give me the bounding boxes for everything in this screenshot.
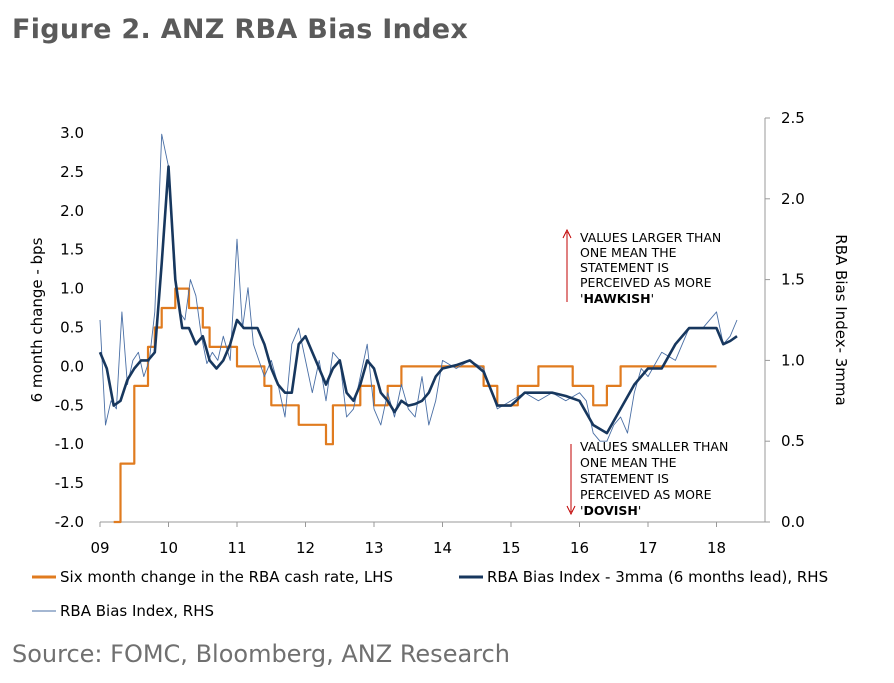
x-ticks: 09 10 11 12 13 14 15 16 17 18: [90, 522, 726, 557]
hawkish-line-2: ONE MEAN THE: [580, 245, 677, 260]
left-tick-label: 1.5: [60, 241, 84, 259]
left-tick-label: 0.0: [60, 357, 84, 375]
x-tick-label: 14: [433, 539, 452, 557]
hawkish-annotation: VALUES LARGER THAN ONE MEAN THE STATEMEN…: [562, 228, 721, 306]
hawkish-line-4: PERCEIVED AS MORE: [580, 275, 712, 290]
right-tick-label: 2.0: [781, 190, 805, 208]
x-tick-label: 09: [90, 539, 109, 557]
x-tick-label: 15: [501, 539, 520, 557]
series-line-cash-rate: [113, 287, 717, 524]
dovish-line-1: VALUES SMALLER THAN: [580, 439, 728, 454]
left-y-ticks: -2.0 -1.5 -1.0 -0.5 0.0 0.5 1.0 1.5 2.0 2.5 3.0: [55, 124, 84, 531]
hawkish-line-3: STATEMENT IS: [580, 260, 669, 275]
dovish-line-2: ONE MEAN THE: [580, 455, 677, 470]
right-tick-label: 0.0: [781, 513, 805, 531]
left-tick-label: 3.0: [60, 124, 84, 142]
dovish-emphasis: 'DOVISH': [580, 503, 641, 518]
right-tick-label: 1.0: [781, 351, 805, 369]
left-tick-label: 2.5: [60, 163, 84, 181]
x-tick-label: 11: [227, 539, 246, 557]
left-tick-label: 0.5: [60, 319, 84, 337]
x-tick-label: 16: [570, 539, 589, 557]
legend: Six month change in the RBA cash rate, L…: [32, 568, 828, 620]
x-tick-label: 17: [638, 539, 657, 557]
right-tick-label: 2.5: [781, 109, 805, 127]
left-tick-label: -2.0: [55, 513, 84, 531]
right-y-ticks: 0.0 0.5 1.0 1.5 2.0 2.5: [765, 109, 805, 531]
left-tick-label: 2.0: [60, 202, 84, 220]
dovish-line-3: STATEMENT IS: [580, 471, 669, 486]
dovish-annotation: VALUES SMALLER THAN ONE MEAN THE STATEME…: [566, 439, 728, 518]
right-tick-label: 1.5: [781, 271, 805, 289]
left-tick-label: -0.5: [55, 396, 84, 414]
right-axis-title: RBA Bias Index- 3mma: [832, 234, 850, 405]
x-tick-label: 12: [296, 539, 315, 557]
right-tick-label: 0.5: [781, 432, 805, 450]
dovish-line-4: PERCEIVED AS MORE: [580, 487, 712, 502]
left-tick-label: 1.0: [60, 280, 84, 298]
left-tick-label: -1.5: [55, 474, 84, 492]
legend-label-cash-rate: Six month change in the RBA cash rate, L…: [60, 568, 393, 586]
legend-label-bias-raw: RBA Bias Index, RHS: [60, 602, 214, 620]
axes: [100, 118, 766, 523]
x-tick-label: 10: [159, 539, 178, 557]
hawkish-emphasis: 'HAWKISH': [580, 291, 654, 306]
x-tick-label: 13: [364, 539, 383, 557]
source-note: Source: FOMC, Bloomberg, ANZ Research: [12, 640, 510, 668]
dovish-arrow-head: [566, 505, 576, 516]
left-tick-label: -1.0: [55, 435, 84, 453]
hawkish-line-1: VALUES LARGER THAN: [580, 230, 721, 245]
x-tick-label: 18: [707, 539, 726, 557]
page-title: Figure 2. ANZ RBA Bias Index: [12, 14, 469, 45]
legend-label-bias-3mma: RBA Bias Index - 3mma (6 months lead), R…: [487, 568, 828, 586]
left-axis-title: 6 month change - bps: [28, 237, 46, 402]
hawkish-arrow-head: [562, 228, 572, 239]
series-layer: [98, 133, 738, 524]
series-line-bias-3mma: [98, 165, 738, 435]
